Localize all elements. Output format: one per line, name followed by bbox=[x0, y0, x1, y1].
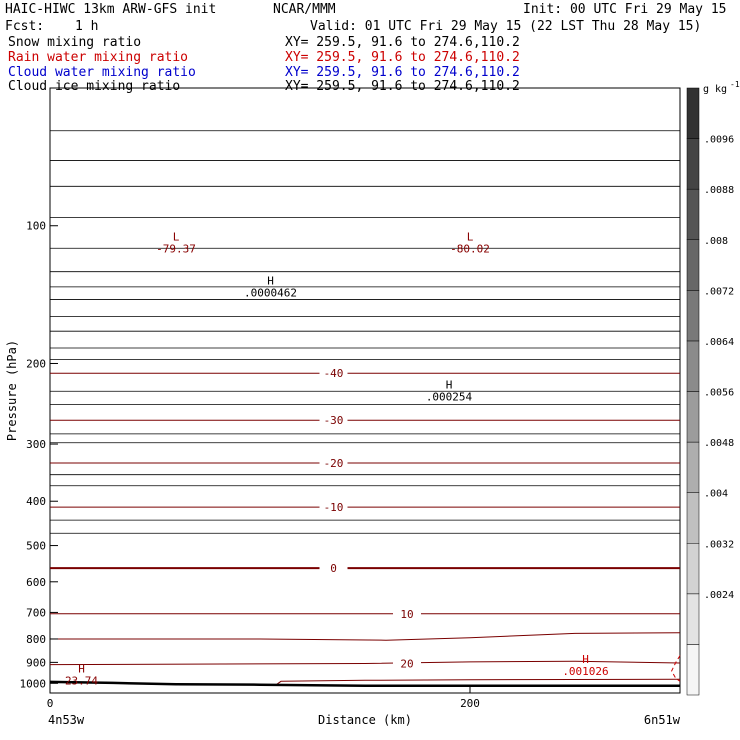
contour-label-bg bbox=[319, 501, 348, 514]
terrain-line bbox=[49, 680, 680, 687]
y-tick-label: 900 bbox=[26, 656, 46, 669]
temperature-contour bbox=[276, 678, 681, 685]
colorbar-segment bbox=[686, 138, 700, 190]
extremum-value: -80.02 bbox=[450, 242, 490, 255]
colorbar-segment bbox=[686, 87, 700, 139]
colorbar-tick-label: .004 bbox=[704, 489, 728, 500]
field-cloudice-xy: XY= 259.5, 91.6 to 274.6,110.2 bbox=[285, 79, 520, 94]
y-tick-label: 300 bbox=[26, 438, 46, 451]
x-end-label-right: 6n51w bbox=[644, 713, 681, 727]
field-cloudice-name: Cloud ice mixing ratio bbox=[8, 79, 181, 94]
contour-label: 20 bbox=[400, 657, 413, 670]
colorbar-tick-label: .0096 bbox=[704, 135, 734, 146]
contour-label-bg bbox=[319, 414, 348, 427]
init-label: Init: 00 UTC Fri 29 May 15 bbox=[523, 2, 727, 17]
extremum-kind: H bbox=[78, 662, 85, 675]
cloud-water-contour bbox=[671, 655, 681, 682]
x-tick-label: 0 bbox=[47, 697, 54, 710]
extremum-value: .000254 bbox=[426, 390, 473, 403]
colorbar-tick-label: .0072 bbox=[704, 286, 734, 297]
extremum-kind: L bbox=[173, 230, 180, 243]
title-left: HAIC-HIWC 13km ARW-GFS init bbox=[5, 2, 217, 17]
colorbar-tick-label: .0048 bbox=[704, 438, 734, 449]
extremum-value: .001026 bbox=[562, 665, 608, 678]
contour-label-bg bbox=[393, 657, 421, 670]
contour-label: -30 bbox=[324, 414, 344, 427]
colorbar-segment bbox=[686, 188, 700, 241]
field-snow-name: Snow mixing ratio bbox=[8, 35, 142, 50]
y-axis-label: Pressure (hPa) bbox=[5, 340, 19, 441]
contour-label: 10 bbox=[400, 608, 413, 621]
colorbar-tick-label: .008 bbox=[704, 236, 728, 247]
contour-label: -10 bbox=[324, 501, 344, 514]
colorbar-segment bbox=[686, 492, 700, 544]
x-axis-label: Distance (km) bbox=[318, 713, 412, 727]
colorbar-segment bbox=[686, 644, 700, 696]
fcst-value: 1 h bbox=[75, 19, 99, 34]
extremum-kind: H bbox=[582, 653, 589, 666]
colorbar-tick-label: .0064 bbox=[704, 337, 734, 348]
contour-label-bg bbox=[319, 456, 348, 469]
contour-label-bg bbox=[319, 562, 348, 575]
field-rain-xy: XY= 259.5, 91.6 to 274.6,110.2 bbox=[285, 50, 520, 65]
colorbar-tick-label: .0024 bbox=[704, 590, 734, 601]
contour-label-bg bbox=[393, 607, 421, 620]
y-tick-label: 1000 bbox=[20, 677, 47, 690]
y-tick-label: 400 bbox=[26, 495, 46, 508]
extremum-value: -79.37 bbox=[156, 242, 196, 255]
valid-label: Valid: 01 UTC Fri 29 May 15 (22 LST Thu … bbox=[310, 19, 702, 34]
colorbar-segment bbox=[686, 441, 700, 493]
extremum-kind: L bbox=[467, 230, 474, 243]
y-tick-label: 500 bbox=[26, 540, 46, 553]
field-rain-name: Rain water mixing ratio bbox=[8, 50, 189, 65]
colorbar-segment bbox=[686, 290, 700, 342]
temperature-contour bbox=[50, 632, 681, 641]
colorbar-tick-label: .0032 bbox=[704, 539, 734, 550]
y-tick-label: 800 bbox=[26, 633, 46, 646]
field-snow-xy: XY= 259.5, 91.6 to 274.6,110.2 bbox=[285, 35, 520, 50]
x-end-label-left: 4n53w bbox=[48, 713, 85, 727]
org-label: NCAR/MMM bbox=[273, 2, 336, 17]
colorbar-segment bbox=[686, 239, 700, 291]
colorbar-segment bbox=[686, 391, 700, 443]
y-tick-label: 700 bbox=[26, 606, 46, 619]
contour-label: -20 bbox=[324, 457, 344, 470]
colorbar-tick-label: .0088 bbox=[704, 185, 734, 196]
extremum-value: .0000462 bbox=[244, 287, 297, 300]
contour-label-bg bbox=[319, 367, 348, 380]
plot-frame bbox=[49, 87, 681, 694]
fcst-label: Fcst: bbox=[5, 19, 45, 34]
colorbar-segment bbox=[686, 340, 700, 392]
extremum-kind: H bbox=[446, 378, 453, 391]
colorbar-tick-label: .0056 bbox=[704, 388, 734, 399]
contour-label: -40 bbox=[324, 367, 344, 380]
extremum-value: 23.74 bbox=[65, 674, 98, 687]
x-tick-label: 200 bbox=[460, 697, 480, 710]
y-tick-label: 100 bbox=[26, 220, 46, 233]
colorbar-segment bbox=[686, 543, 700, 595]
extremum-kind: H bbox=[267, 275, 274, 288]
contour-label: 0 bbox=[330, 562, 337, 575]
colorbar-unit-exp: -1 bbox=[730, 80, 740, 89]
y-tick-label: 600 bbox=[26, 576, 46, 589]
field-cloudwater-name: Cloud water mixing ratio bbox=[8, 65, 196, 80]
temperature-contour bbox=[49, 660, 681, 666]
field-cloudwater-xy: XY= 259.5, 91.6 to 274.6,110.2 bbox=[285, 65, 520, 80]
colorbar-unit: g kg bbox=[703, 84, 727, 95]
y-tick-label: 200 bbox=[26, 357, 46, 370]
colorbar-segment bbox=[686, 593, 700, 645]
